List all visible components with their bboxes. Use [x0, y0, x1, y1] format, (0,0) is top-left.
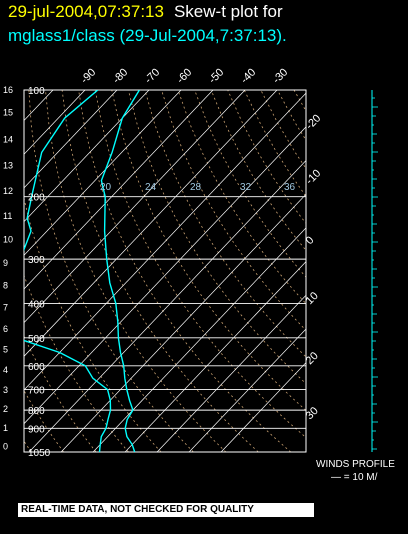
- dry-adiabat: [293, 90, 306, 112]
- dry-adiabat: [24, 196, 162, 452]
- isotherm-line: [60, 193, 306, 452]
- height-tick-label: 6: [3, 324, 8, 334]
- right-tick-label: -10: [304, 167, 324, 187]
- temperature-tick-label: -30: [271, 66, 291, 86]
- isotherm-line: [188, 328, 306, 452]
- dry-adiabat: [227, 90, 306, 225]
- height-tick-label: 2: [3, 404, 8, 414]
- pressure-tick-label: 700: [28, 386, 45, 397]
- dry-adiabat: [61, 90, 259, 452]
- isotherm-line: [24, 90, 214, 290]
- temperature-tick-label: -70: [143, 66, 163, 86]
- pressure-tick-label: 600: [28, 362, 45, 373]
- isotherm-line: [24, 90, 150, 223]
- temperature-profile: [100, 90, 140, 452]
- isotherm-line: [24, 90, 278, 357]
- pressure-tick-label: 400: [28, 299, 45, 310]
- dry-adiabat: [210, 90, 306, 251]
- isotherm-line: [24, 90, 86, 155]
- dewpoint-profile: [24, 90, 112, 452]
- dry-adiabat: [177, 90, 306, 305]
- height-tick-label: 0: [3, 442, 8, 452]
- dry-adiabat: [78, 90, 292, 452]
- isotherm-line: [156, 294, 306, 452]
- pressure-tick-label: 1050: [28, 448, 51, 459]
- pressure-tick-label: 300: [28, 255, 45, 266]
- isotherm-line: [28, 160, 306, 452]
- height-tick-label: 3: [3, 385, 8, 395]
- winds-scale-label: — = 10 M/: [331, 472, 378, 483]
- dry-adiabat: [243, 90, 306, 197]
- temperature-tick-label: -90: [79, 66, 99, 86]
- temperature-tick-label: -50: [207, 66, 227, 86]
- winds-profile: [371, 90, 378, 452]
- dry-adiabat: [24, 389, 64, 452]
- height-tick-label: 9: [3, 258, 8, 268]
- height-tick-label: 11: [3, 211, 12, 221]
- height-tick-label: 7: [3, 302, 8, 312]
- pressure-lines: [23, 89, 307, 453]
- isotherm-line: [24, 92, 306, 391]
- quality-disclaimer: REAL-TIME DATA, NOT CHECKED FOR QUALITY: [18, 503, 314, 517]
- pressure-tick-label: 900: [28, 424, 45, 435]
- plot-frame: [23, 89, 307, 453]
- dry-adiabats: [24, 90, 306, 452]
- right-tick-label: -20: [304, 112, 324, 132]
- temperature-tick-label: -80: [111, 66, 131, 86]
- dry-adiabat: [24, 335, 97, 452]
- mixing-ratio-label: 36: [284, 182, 296, 193]
- profiles: [24, 90, 140, 452]
- mixing-ratio-label: 32: [240, 182, 252, 193]
- sounding-datetime: 29-jul-2004,07:37:13: [8, 2, 164, 21]
- height-tick-label: 10: [3, 235, 13, 245]
- isotherm-line: [220, 362, 306, 452]
- mixing-ratio-label: 24: [145, 182, 157, 193]
- height-tick-label: 4: [3, 365, 8, 375]
- temperature-tick-label: -60: [175, 66, 195, 86]
- dry-adiabat: [194, 90, 306, 278]
- title-line: 29-jul-2004,07:37:13 Skew-t plot for: [8, 2, 283, 22]
- isotherms: [24, 90, 306, 452]
- dry-adiabat: [260, 90, 306, 170]
- plot-subtitle: mglass1/class (29-Jul-2004,7:37:13).: [8, 26, 287, 45]
- height-tick-label: 15: [3, 107, 13, 117]
- dry-adiabat: [111, 90, 306, 412]
- plot-title: Skew-t plot for: [173, 2, 283, 21]
- isotherm-line: [92, 227, 306, 452]
- height-tick-label: 8: [3, 281, 8, 291]
- isotherm-line: [24, 90, 246, 324]
- dry-adiabat: [127, 90, 306, 385]
- isotherm-line: [124, 261, 306, 452]
- pressure-tick-label: 800: [28, 406, 45, 417]
- dry-adiabat: [45, 90, 227, 452]
- mixing-ratio-label: 28: [190, 182, 202, 193]
- height-tick-label: 16: [3, 85, 13, 95]
- pressure-tick-label: 500: [28, 334, 45, 345]
- mixing-ratio-label: 20: [100, 182, 112, 193]
- height-tick-label: 12: [3, 186, 13, 196]
- dry-adiabat: [144, 90, 306, 358]
- height-tick-label: 5: [3, 345, 8, 355]
- isotherm-line: [24, 126, 306, 425]
- height-tick-label: 13: [3, 161, 13, 171]
- height-tick-label: 1: [3, 423, 8, 433]
- pressure-tick-label: 200: [28, 193, 45, 204]
- pressure-tick-label: 100: [28, 86, 45, 97]
- height-tick-label: 14: [3, 134, 13, 144]
- winds-profile-label: WINDS PROFILE: [316, 459, 395, 470]
- temperature-tick-label: -40: [239, 66, 259, 86]
- isotherm-line: [24, 90, 182, 256]
- isotherm-line: [24, 90, 118, 189]
